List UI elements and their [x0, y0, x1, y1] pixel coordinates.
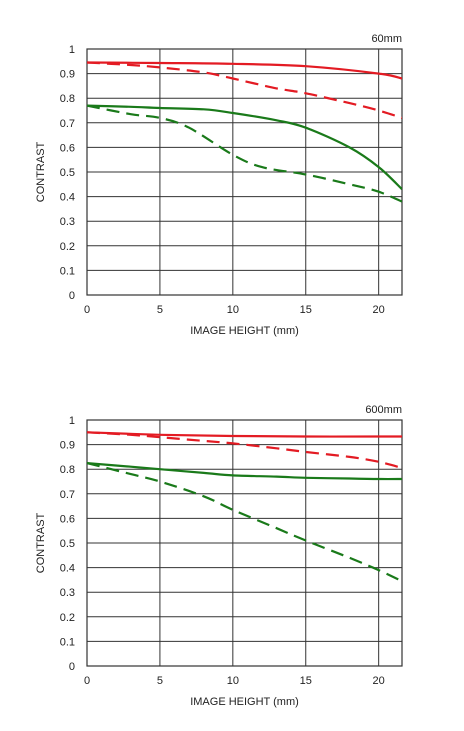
- y-tick-label: 0.1: [60, 265, 75, 277]
- red-dashed-curve: [87, 431, 402, 470]
- red-solid-curve: [87, 431, 402, 438]
- x-tick-label: 20: [373, 675, 385, 687]
- green-dashed-curve: [87, 104, 402, 203]
- y-tick-label: 0.4: [60, 192, 75, 204]
- y-tick-label: 0: [69, 290, 75, 302]
- y-tick-label: 0.9: [60, 440, 75, 452]
- x-tick-label: 5: [157, 304, 163, 316]
- y-tick-label: 0.2: [60, 612, 75, 624]
- y-tick-label: 0.7: [60, 118, 75, 130]
- x-tick-label: 5: [157, 675, 163, 687]
- y-tick-label: 0: [69, 661, 75, 673]
- y-tick-label: 0.1: [60, 636, 75, 648]
- x-tick-label: 15: [300, 675, 312, 687]
- y-tick-label: 0.3: [60, 587, 75, 599]
- plot-frame: [86, 48, 403, 296]
- y-tick-label: 0.4: [60, 563, 75, 575]
- y-tick-label: 0.6: [60, 513, 75, 525]
- x-tick-label: 0: [84, 675, 90, 687]
- y-tick-label: 0.2: [60, 241, 75, 253]
- y-tick-label: 0.9: [60, 69, 75, 81]
- plot-frame: [86, 419, 403, 667]
- y-tick-label: 0.8: [60, 464, 75, 476]
- x-tick-label: 10: [227, 675, 239, 687]
- x-tick-label: 15: [300, 304, 312, 316]
- chart-title: 60mm: [371, 33, 402, 45]
- y-axis-label: CONTRAST: [35, 141, 47, 202]
- y-tick-label: 0.3: [60, 216, 75, 228]
- x-tick-label: 20: [373, 304, 385, 316]
- red-solid-curve: [87, 61, 402, 80]
- green-solid-curve: [87, 462, 402, 481]
- y-tick-label: 1: [69, 44, 75, 56]
- chart-1: 00.10.20.30.40.50.60.70.80.910 5 10 15 20IMA…: [35, 33, 403, 337]
- y-tick-label: 1: [69, 415, 75, 427]
- y-axis-label: CONTRAST: [35, 512, 47, 573]
- y-tick-label: 0.7: [60, 489, 75, 501]
- y-tick-label: 0.5: [60, 167, 75, 179]
- y-tick-label: 0.6: [60, 142, 75, 154]
- red-dashed-curve: [87, 61, 402, 119]
- x-tick-label: 10: [227, 304, 239, 316]
- x-tick-label: 0: [84, 304, 90, 316]
- green-dashed-curve: [87, 462, 402, 583]
- green-solid-curve: [87, 104, 402, 190]
- chart-title: 600mm: [365, 404, 402, 416]
- chart-2: 00.10.20.30.40.50.60.70.80.910 5 10 15 20IMA…: [35, 404, 403, 708]
- y-tick-label: 0.8: [60, 93, 75, 105]
- x-axis-label: IMAGE HEIGHT (mm): [190, 696, 299, 708]
- y-tick-label: 0.5: [60, 538, 75, 550]
- x-axis-label: IMAGE HEIGHT (mm): [190, 325, 299, 337]
